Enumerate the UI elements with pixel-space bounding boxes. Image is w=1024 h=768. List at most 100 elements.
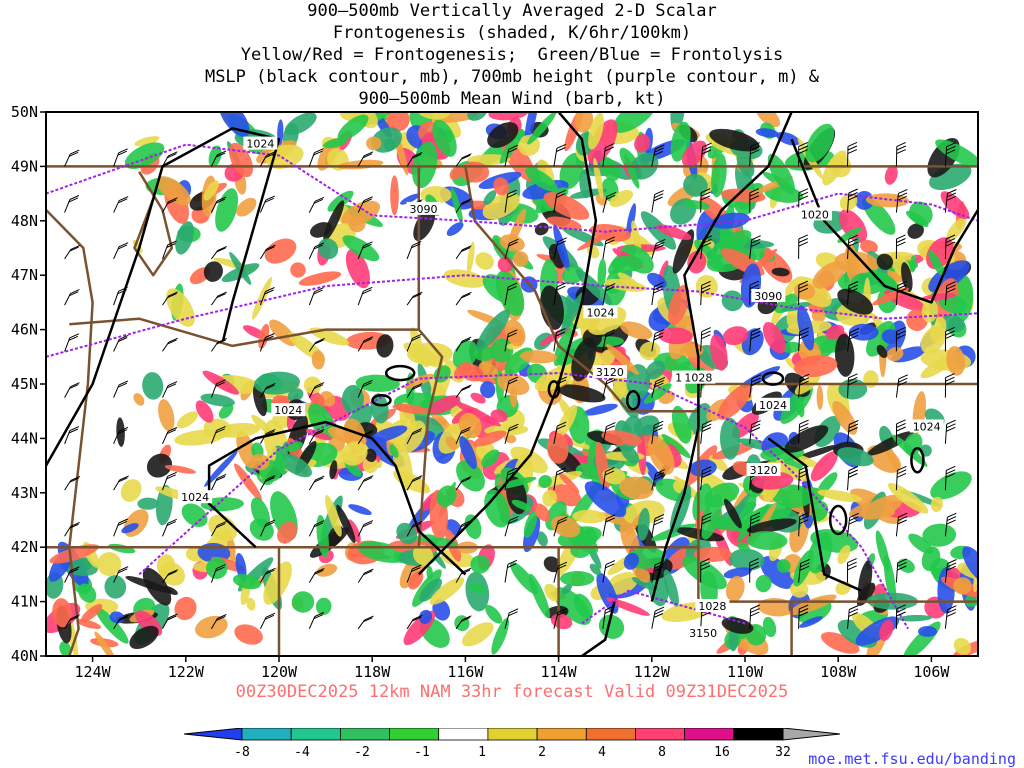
wind-barb — [259, 195, 276, 213]
wind-barb — [798, 280, 809, 306]
wind-barb — [651, 606, 665, 629]
frontogenesis-cell — [323, 200, 345, 242]
wind-barb-flag — [363, 475, 374, 481]
wind-barb-flag — [556, 421, 567, 427]
wind-barb — [553, 282, 567, 306]
frontogenesis-cell — [593, 157, 604, 199]
wind-barb-flag — [558, 516, 568, 522]
wind-barb-flag — [750, 334, 761, 340]
frontogenesis-cell — [412, 544, 434, 566]
wind-barb-flag — [751, 420, 761, 426]
frontogenesis-cell — [609, 190, 634, 207]
frontogenesis-cell — [764, 247, 774, 261]
frontogenesis-cell — [49, 544, 100, 564]
frontogenesis-cell — [97, 552, 122, 577]
frontolysis-cell — [355, 374, 400, 392]
lat-tick-label: 44N — [11, 429, 38, 447]
frontogenesis-cell — [156, 176, 191, 206]
wind-barb — [749, 604, 760, 629]
lon-tick-label: 108W — [820, 663, 857, 681]
wind-barb-flag — [265, 333, 275, 338]
wind-barb-flag — [945, 149, 956, 155]
wind-barb-flag — [314, 242, 325, 248]
wind-barb-flag — [653, 424, 664, 430]
wind-barb-flag — [946, 281, 957, 287]
wind-barb-flag — [799, 423, 809, 429]
wind-barb-staff — [798, 608, 800, 629]
frontogenesis-cell — [490, 409, 508, 423]
frontogenesis-cell — [166, 288, 195, 327]
frontogenesis-cell — [195, 615, 228, 639]
wind-barb-flag — [750, 604, 760, 610]
wind-barb-flag — [556, 470, 566, 476]
frontogenesis-cell — [771, 267, 790, 277]
wind-barb-flag — [947, 189, 957, 194]
frontolysis-cell — [795, 397, 805, 418]
frontogenesis-cell — [429, 577, 465, 605]
frontogenesis-cell — [176, 411, 198, 429]
wind-barb-flag — [702, 235, 713, 241]
frontolysis-cell — [523, 510, 538, 539]
lon-tick-label: 106W — [913, 663, 950, 681]
frontogenesis-cell — [837, 288, 874, 315]
frontogenesis-cell — [249, 454, 270, 471]
wind-barb — [113, 518, 129, 537]
wind-barb — [308, 382, 325, 398]
frontogenesis-cell — [681, 140, 707, 167]
wind-barb — [113, 286, 128, 306]
frontolysis-cell — [624, 154, 640, 189]
wind-barb-flag — [701, 146, 712, 152]
wind-barb — [602, 422, 616, 444]
wind-barb-flag — [460, 477, 471, 483]
wind-barb-flag — [166, 383, 177, 389]
lat-tick-label: 46N — [11, 321, 38, 339]
wind-barb-flag — [313, 150, 323, 156]
wind-barb-flag — [215, 476, 226, 481]
frontogenesis-cell — [94, 631, 116, 656]
wind-barb — [64, 566, 80, 583]
frontogenesis-cell — [203, 261, 223, 282]
wind-barb-flag — [216, 523, 226, 529]
frontolysis-cell — [483, 190, 497, 205]
wind-barb-flag — [848, 284, 858, 290]
wind-barb-flag — [946, 516, 957, 522]
frontolysis-cell — [626, 203, 636, 238]
wind-barb-flag — [167, 293, 177, 299]
frontogenesis-cell — [930, 496, 943, 513]
wind-barb — [64, 333, 80, 352]
wind-barb-flag — [896, 604, 906, 610]
wind-barb-flag — [314, 148, 324, 154]
wind-barb-staff — [944, 238, 947, 259]
wind-barb-flag — [700, 558, 711, 564]
wind-barb-flag — [264, 614, 275, 620]
frontolysis-cell — [181, 503, 208, 527]
frontogenesis-cell — [125, 576, 173, 593]
wind-barb — [651, 376, 666, 398]
wind-barb-flag — [606, 514, 616, 520]
wind-barb-flag — [605, 239, 615, 245]
wind-barb — [406, 564, 422, 583]
wind-barb-flag — [264, 521, 275, 527]
frontogenesis-cell — [953, 577, 972, 595]
wind-barb-flag — [701, 469, 712, 475]
wind-barb-flag — [750, 519, 760, 525]
wind-barb — [113, 426, 129, 444]
wind-barb-staff — [847, 146, 849, 167]
frontogenesis-cell — [606, 597, 650, 616]
frontolysis-cell — [95, 606, 129, 644]
wind-barb-flag — [508, 426, 518, 432]
frontolysis-cell — [647, 272, 667, 289]
wind-barb-flag — [946, 419, 956, 425]
frontogenesis-cell — [746, 518, 797, 534]
frontolysis-cell — [383, 138, 396, 152]
wind-barb-flag — [117, 337, 128, 342]
frontolysis-cell — [700, 493, 723, 540]
wind-barb-flag — [557, 607, 568, 613]
wind-barb-flag — [946, 142, 956, 148]
wind-barb — [259, 287, 275, 306]
wind-barb-flag — [168, 569, 179, 575]
frontogenesis-cell — [762, 321, 786, 354]
frontogenesis-cell — [264, 238, 297, 264]
credit-link[interactable]: moe.met.fsu.edu/banding — [808, 750, 1016, 768]
wind-barb-flag — [167, 615, 177, 621]
